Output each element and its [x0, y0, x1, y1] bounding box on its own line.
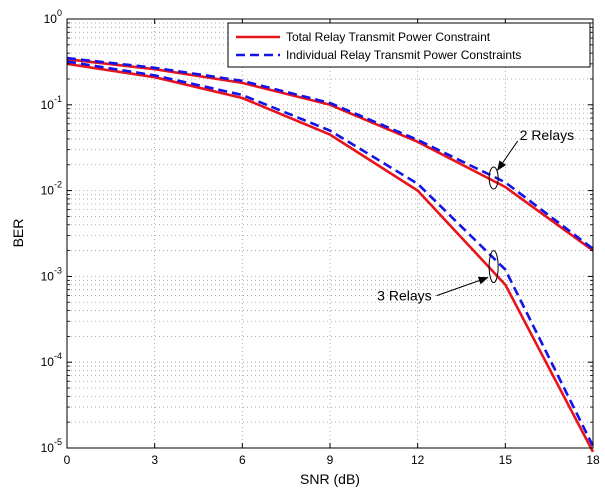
- annotation-label-3-relays: 3 Relays: [377, 288, 431, 304]
- annotation-arrow-3-relays: [436, 276, 489, 297]
- annotation-arrow-2-relays: [497, 140, 519, 171]
- series-individual-2-relays: [66, 56, 594, 250]
- legend-box: [227, 22, 591, 68]
- y-tick-label: 10-2: [41, 180, 62, 198]
- annotation-ellipse-3-relays: [488, 250, 499, 284]
- y-tick-label: 10-4: [41, 351, 62, 369]
- annotations: 2 Relays 3 Relays: [377, 127, 574, 304]
- annotation-ellipse-2-relays: [488, 166, 499, 190]
- x-tick-label: 9: [327, 453, 334, 467]
- series-total-2-relays: [66, 57, 594, 252]
- y-tick-label: 10-1: [41, 94, 62, 112]
- plot-area: [67, 19, 593, 448]
- y-tick-label: 10-3: [41, 265, 62, 283]
- x-tick-label: 0: [64, 453, 71, 467]
- y-tick-label: 10-5: [41, 437, 62, 455]
- series-total-3-relays: [66, 62, 595, 453]
- x-tick-label: 12: [411, 453, 425, 467]
- y-tick-label: 100: [44, 8, 62, 26]
- series-individual-3-relays: [66, 60, 595, 447]
- legend: Total Relay Transmit Power Constraint Ind…: [227, 22, 591, 68]
- x-tick-label: 6: [239, 453, 246, 467]
- legend-label-individual: Individual Relay Transmit Power Constrai…: [286, 48, 521, 62]
- ticks: 0 3 6 9 12 15 18 100 10-1 10-2 10-3 10-4 10-5: [41, 8, 600, 467]
- x-tick-label: 15: [499, 453, 513, 467]
- legend-label-total: Total Relay Transmit Power Constraint: [286, 30, 491, 44]
- x-tick-label: 18: [586, 453, 600, 467]
- series-group: [66, 56, 595, 453]
- x-tick-label: 3: [151, 453, 158, 467]
- annotation-label-2-relays: 2 Relays: [520, 127, 574, 143]
- x-axis-title: SNR (dB): [300, 471, 360, 487]
- y-axis-title: BER: [10, 219, 26, 248]
